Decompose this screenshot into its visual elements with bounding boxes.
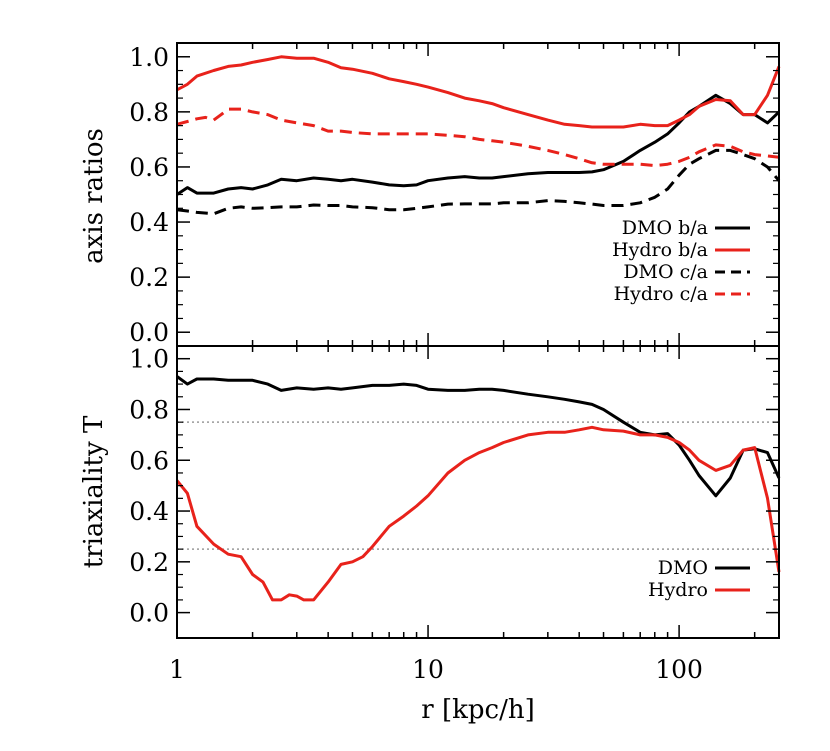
triaxiality-plot-frame — [176, 345, 780, 639]
y-tick-label: 0.8 — [129, 395, 169, 424]
y-tick-label: 0.4 — [129, 497, 169, 526]
y-tick-label: 0.6 — [129, 446, 169, 475]
triaxiality-panel: 0.00.20.40.60.81.0 1 10 100 triaxiality T … — [79, 345, 781, 725]
legend-label: Hydro b/a — [612, 239, 708, 261]
triaxiality-series-0 — [176, 375, 781, 498]
axis-ratios-series-0 — [176, 93, 781, 196]
legend-label: Hydro c/a — [614, 283, 708, 305]
y-tick-label: 0.0 — [129, 318, 169, 347]
triaxiality-ticks — [176, 346, 779, 638]
y-tick-label: 0.8 — [129, 98, 169, 127]
y-tick-label: 0.4 — [129, 208, 169, 237]
legend-label: DMO — [658, 557, 708, 579]
legend-label: DMO c/a — [623, 261, 708, 283]
triaxiality-y-tick-labels: 0.0 0.2 0.4 0.6 0.8 1.0 — [129, 345, 169, 628]
axis-ratios-series-3 — [176, 107, 780, 168]
axis-ratios-series-2 — [176, 148, 781, 216]
y-tick-label: 1.0 — [129, 345, 169, 374]
axis-ratios-y-tick-labels: 0.0 0.2 0.4 0.6 0.8 1.0 — [129, 43, 169, 347]
axis-ratios-series-1 — [176, 55, 781, 129]
axis-ratios-ticks — [176, 43, 779, 346]
axis-ratios-series-group — [176, 55, 781, 216]
legend-label: DMO b/a — [622, 217, 708, 239]
y-tick-label: 1.0 — [129, 43, 169, 72]
axis-ratios-y-axis-title: axis ratios — [79, 128, 109, 264]
triaxiality-y-axis-title: triaxiality T — [79, 415, 109, 568]
legend-label: Hydro — [648, 579, 708, 601]
y-tick-label: 0.6 — [129, 153, 169, 182]
y-tick-label: 0.2 — [129, 263, 169, 292]
triaxiality-series-group — [175, 375, 781, 602]
x-tick-label: 100 — [655, 655, 703, 684]
triaxiality-series-1 — [175, 425, 781, 602]
y-tick-label: 0.2 — [129, 548, 169, 577]
x-tick-label: 10 — [412, 655, 444, 684]
x-axis-title: r [kpc/h] — [421, 695, 534, 725]
triaxiality-reference-lines — [177, 421, 779, 550]
x-tick-label: 1 — [169, 655, 185, 684]
x-tick-labels: 1 10 100 — [169, 655, 703, 684]
y-tick-label: 0.0 — [129, 599, 169, 628]
axis-ratios-panel: 0.00.20.40.60.81.0 axis ratios DMO b/aHy… — [79, 42, 781, 347]
